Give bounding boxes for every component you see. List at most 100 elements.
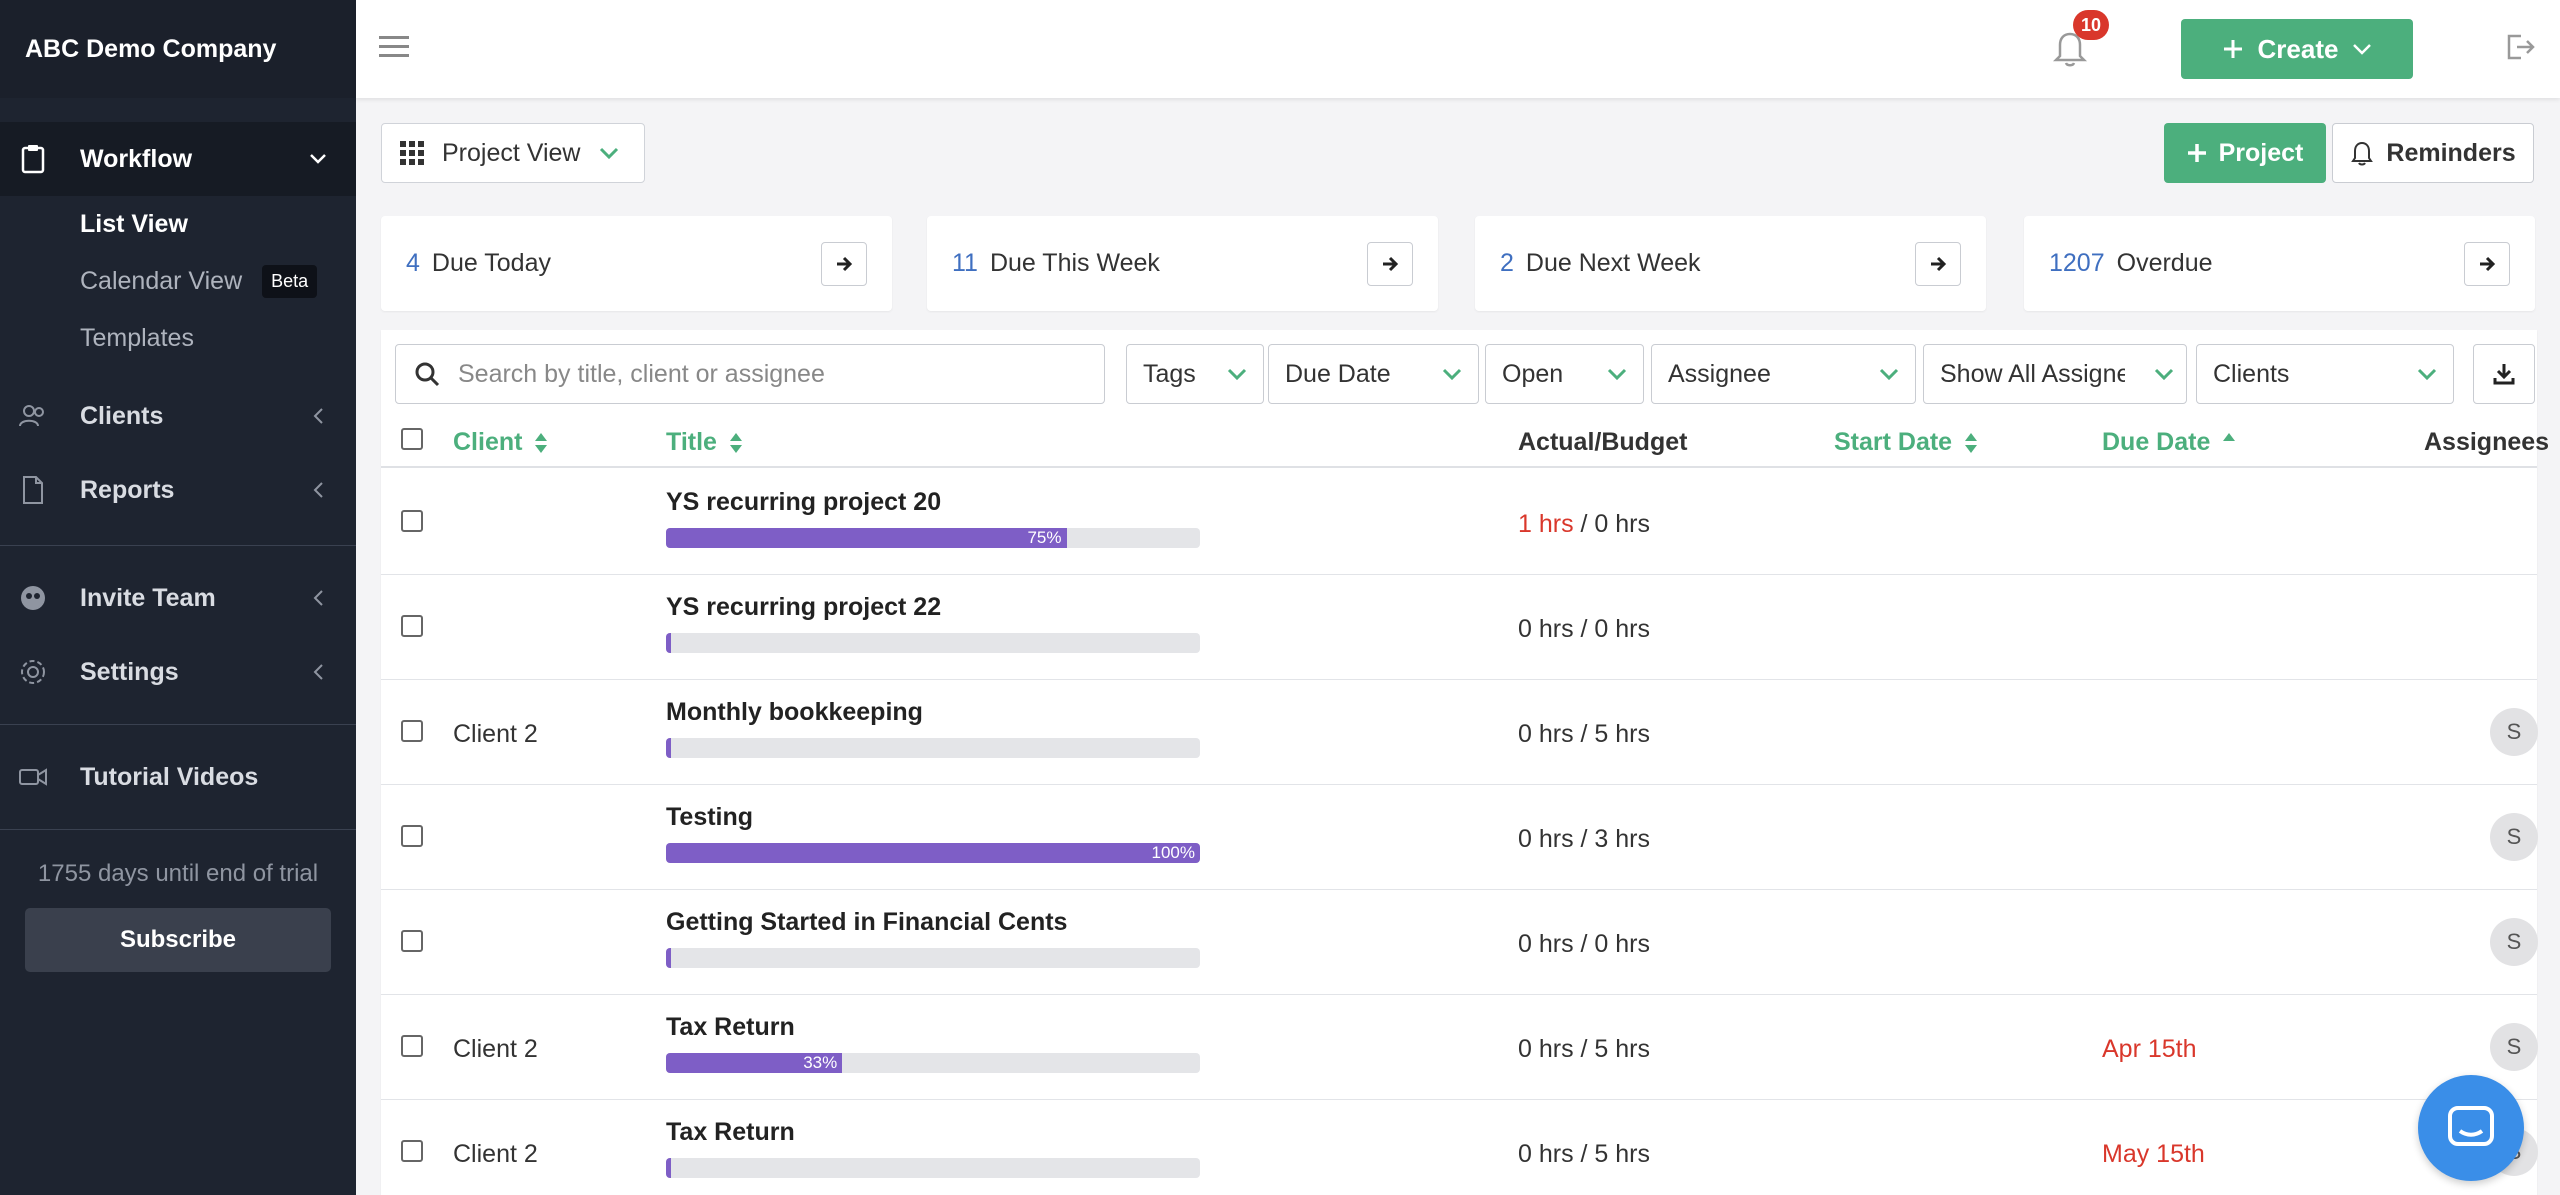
sort-icon (1965, 432, 1978, 453)
notification-badge: 10 (2073, 10, 2109, 40)
row-title[interactable]: YS recurring project 22 (666, 593, 942, 621)
row-actual-budget: 0 hrs / 0 hrs (1518, 930, 1650, 959)
row-checkbox[interactable] (401, 720, 423, 742)
sidebar-item-invite-team[interactable]: Invite Team (0, 561, 356, 635)
view-selector[interactable]: Project View (381, 123, 645, 183)
row-title[interactable]: Monthly bookkeeping (666, 698, 923, 726)
table-row[interactable]: YS recurring project 20 75% 1 hrs / 0 hrs (381, 470, 2537, 575)
add-project-button[interactable]: Project (2164, 123, 2326, 183)
row-checkbox[interactable] (401, 930, 423, 952)
sidebar-item-tutorial-videos[interactable]: Tutorial Videos (0, 740, 356, 814)
row-title[interactable]: Tax Return (666, 1118, 795, 1146)
row-checkbox[interactable] (401, 510, 423, 532)
company-name[interactable]: ABC Demo Company (0, 0, 356, 98)
avatar[interactable]: S (2490, 918, 2538, 966)
table-row[interactable]: Getting Started in Financial Cents 0 hrs … (381, 890, 2538, 995)
filter-label: Show All Assignees (1940, 359, 2125, 388)
progress-fill (666, 738, 671, 758)
subscribe-button[interactable]: Subscribe (25, 908, 331, 972)
clients-filter[interactable]: Clients (2196, 344, 2454, 404)
row-title[interactable]: Tax Return (666, 1013, 795, 1041)
sidebar-subitem-list-view[interactable]: List View (0, 196, 356, 253)
row-actual: 0 hrs (1518, 615, 1574, 643)
chat-icon (2448, 1106, 2494, 1146)
sidebar-item-label: Invite Team (80, 583, 216, 612)
sidebar-item-clients[interactable]: Clients (0, 379, 356, 453)
arrow-right-icon[interactable] (1915, 241, 1961, 286)
chevron-down-icon (2154, 368, 2174, 380)
row-budget: / 5 hrs (1573, 1140, 1651, 1168)
sidebar-subitem-calendar-view[interactable]: Calendar View Beta (0, 253, 356, 310)
progress-bar: 100% (666, 843, 1200, 863)
row-checkbox[interactable] (401, 1035, 423, 1057)
sidebar-item-label: Workflow (80, 144, 193, 173)
chat-launcher-button[interactable] (2418, 1075, 2524, 1181)
row-actual: 0 hrs (1518, 1140, 1574, 1168)
project-label: Project (2218, 138, 2304, 167)
table-row[interactable]: Client 2 Tax Return 33% 0 hrs / 5 hrs Apr 15… (381, 995, 2538, 1100)
avatar[interactable]: S (2490, 1023, 2538, 1071)
row-title[interactable]: YS recurring project 20 (666, 488, 942, 516)
row-client[interactable]: Client 2 (453, 1035, 538, 1063)
sort-ascending-icon (2223, 432, 2236, 441)
projects-table: Tags Due Date Open Assignee Show All Ass… (381, 330, 2549, 1195)
hamburger-menu-icon[interactable] (379, 36, 409, 60)
status-filter[interactable]: Open (1485, 344, 1644, 404)
arrow-right-icon[interactable] (821, 241, 867, 286)
column-header-title[interactable]: Title (666, 428, 743, 457)
sidebar-item-settings[interactable]: Settings (0, 635, 356, 709)
column-header-label: Assignees (2424, 428, 2550, 456)
avatar[interactable]: S (2490, 708, 2538, 756)
logout-icon[interactable] (2505, 32, 2539, 66)
search-input[interactable] (458, 359, 1078, 389)
row-actual: 0 hrs (1518, 930, 1574, 958)
row-title[interactable]: Getting Started in Financial Cents (666, 908, 1068, 936)
arrow-right-icon[interactable] (1367, 241, 1413, 286)
sort-icon (729, 432, 742, 453)
arrow-right-icon[interactable] (2464, 241, 2510, 286)
due-date-filter[interactable]: Due Date (1268, 344, 1479, 404)
column-header-client[interactable]: Client (453, 428, 548, 457)
chevron-left-icon (308, 662, 328, 682)
clipboard-icon (18, 144, 48, 174)
filter-label: Clients (2213, 359, 2290, 388)
sidebar-subitem-templates[interactable]: Templates (0, 310, 356, 367)
bell-icon[interactable] (2052, 28, 2092, 68)
table-row[interactable]: Testing 100% 0 hrs / 3 hrs S (381, 785, 2538, 890)
nav-team-section: Invite Team Settings (0, 546, 356, 725)
reminders-button[interactable]: Reminders (2332, 123, 2534, 183)
stat-count: 1207 (2049, 249, 2105, 277)
tags-filter[interactable]: Tags (1126, 344, 1264, 404)
select-all-checkbox[interactable] (401, 428, 423, 450)
progress-bar (666, 948, 1200, 968)
progress-bar: 33% (666, 1053, 1200, 1073)
assignee-filter[interactable]: Assignee (1651, 344, 1916, 404)
create-button[interactable]: Create (2181, 19, 2413, 79)
column-header-due-date[interactable]: Due Date (2102, 428, 2236, 457)
chevron-down-icon (2353, 44, 2372, 55)
avatar[interactable]: S (2490, 813, 2538, 861)
table-row[interactable]: YS recurring project 22 0 hrs / 0 hrs (381, 575, 2537, 680)
sidebar-item-reports[interactable]: Reports (0, 453, 356, 527)
download-button[interactable] (2473, 344, 2535, 404)
row-client[interactable]: Client 2 (453, 720, 538, 748)
show-all-assignees-filter[interactable]: Show All Assignees (1923, 344, 2187, 404)
row-title[interactable]: Testing (666, 803, 754, 831)
progress-fill (666, 948, 671, 968)
sidebar-item-label: Settings (80, 657, 179, 686)
stat-due-today: 4 Due Today (381, 216, 892, 311)
row-checkbox[interactable] (401, 615, 423, 637)
stat-count: 2 (1500, 249, 1514, 277)
row-checkbox[interactable] (401, 825, 423, 847)
sidebar-item-workflow[interactable]: Workflow (0, 122, 356, 196)
plus-icon (2223, 40, 2242, 58)
row-actual: 0 hrs (1518, 720, 1574, 748)
row-checkbox[interactable] (401, 1140, 423, 1162)
stat-count: 4 (406, 249, 420, 277)
column-header-start-date[interactable]: Start Date (1834, 428, 1978, 457)
progress-bar (666, 738, 1200, 758)
table-row[interactable]: Client 2 Monthly bookkeeping 0 hrs / 5 hrs… (381, 680, 2538, 785)
row-client[interactable]: Client 2 (453, 1140, 538, 1168)
progress-fill (666, 1158, 671, 1178)
